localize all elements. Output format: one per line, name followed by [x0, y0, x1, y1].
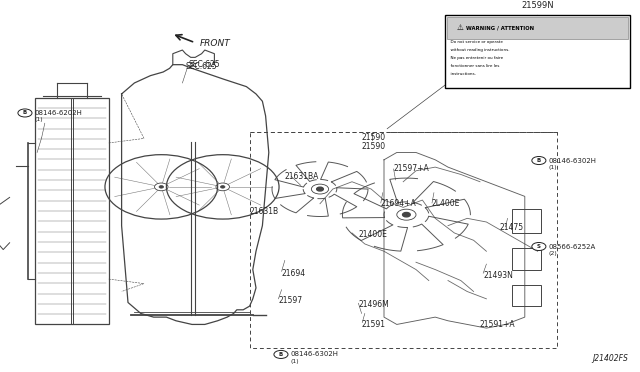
Text: 08146-6302H: 08146-6302H — [548, 157, 596, 164]
Text: 21475: 21475 — [499, 223, 524, 232]
Text: SEC.625: SEC.625 — [189, 60, 220, 69]
Text: 08566-6252A: 08566-6252A — [548, 244, 596, 250]
Text: WARNING / ATTENTION: WARNING / ATTENTION — [466, 25, 534, 30]
Text: J21402FS: J21402FS — [593, 354, 628, 363]
Text: (2): (2) — [548, 251, 557, 256]
Circle shape — [532, 157, 546, 164]
Circle shape — [220, 186, 225, 188]
Bar — [512, 209, 541, 233]
Text: B: B — [279, 352, 283, 357]
Text: 21591: 21591 — [362, 320, 385, 329]
Bar — [447, 17, 628, 39]
Text: 21631B: 21631B — [250, 206, 279, 215]
Text: instructions.: instructions. — [448, 73, 476, 76]
Text: 08146-6202H: 08146-6202H — [35, 110, 83, 116]
Text: 08146-6302H: 08146-6302H — [291, 352, 339, 357]
Text: 21597+A: 21597+A — [394, 164, 429, 173]
Text: (1): (1) — [35, 117, 43, 122]
Text: SEC.625: SEC.625 — [186, 62, 217, 71]
Circle shape — [274, 350, 288, 359]
Bar — [512, 285, 541, 306]
Bar — [512, 248, 541, 270]
Circle shape — [159, 186, 164, 188]
Text: Ne pas entretenir ou faire: Ne pas entretenir ou faire — [448, 56, 503, 60]
Text: 21591+A: 21591+A — [480, 320, 516, 329]
Text: 21597: 21597 — [278, 296, 303, 305]
Circle shape — [18, 109, 32, 117]
Circle shape — [532, 243, 546, 250]
Text: B: B — [537, 158, 541, 163]
Text: ⚠: ⚠ — [456, 23, 463, 32]
Text: 21599N: 21599N — [522, 1, 554, 10]
Text: 21590: 21590 — [362, 142, 386, 151]
Text: 21493N: 21493N — [483, 270, 513, 279]
Text: 21400E: 21400E — [358, 230, 387, 239]
Text: (1): (1) — [291, 359, 299, 363]
Text: without reading instructions.: without reading instructions. — [448, 48, 509, 52]
Text: B: B — [23, 110, 27, 115]
Circle shape — [317, 187, 323, 191]
Text: fonctionner sans lire les: fonctionner sans lire les — [448, 64, 499, 68]
Text: FRONT: FRONT — [200, 39, 230, 48]
Bar — [35, 97, 109, 324]
Text: S: S — [537, 244, 541, 249]
Text: Do not service or operate: Do not service or operate — [448, 40, 503, 44]
Text: 21631BA: 21631BA — [285, 172, 319, 181]
Text: 21694: 21694 — [282, 269, 306, 278]
Circle shape — [403, 212, 410, 217]
Text: 21590: 21590 — [362, 133, 386, 142]
Bar — [445, 15, 630, 89]
Text: 2L400E: 2L400E — [432, 199, 460, 208]
Text: (1): (1) — [548, 165, 557, 170]
Text: 21496M: 21496M — [358, 300, 389, 309]
Text: 21694+A: 21694+A — [381, 199, 417, 208]
